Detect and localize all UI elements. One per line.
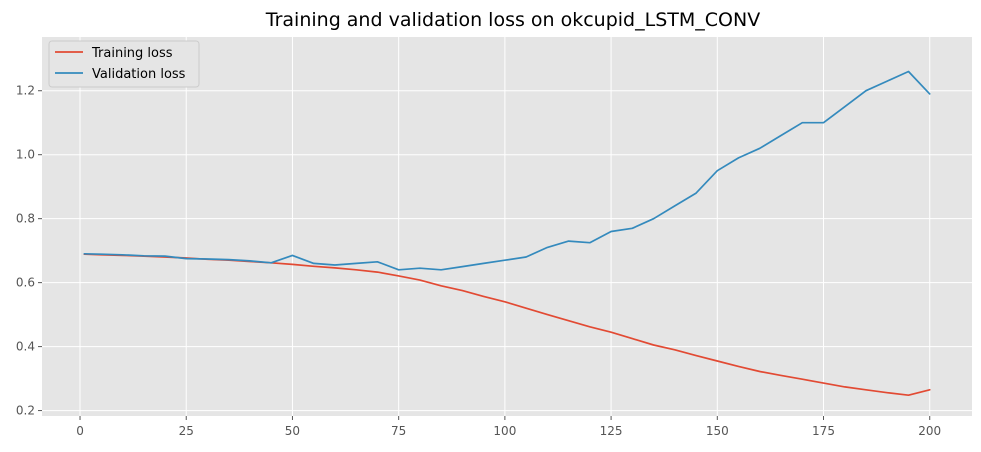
legend-box xyxy=(48,40,200,88)
x-tick-label: 200 xyxy=(918,424,941,438)
y-axis: 0.2 0.4 0.6 0.8 1.0 1.2 xyxy=(16,84,42,418)
y-tick-label: 0.8 xyxy=(16,212,35,226)
x-tick-label: 25 xyxy=(179,424,194,438)
series-layer xyxy=(83,70,931,397)
x-axis: 0 25 50 75 100 125 150 175 200 xyxy=(76,416,941,438)
chart-title: Training and validation loss on okcupid_… xyxy=(265,9,760,31)
x-tick-label: 175 xyxy=(812,424,835,438)
series-line-validation-loss xyxy=(83,70,931,271)
grid xyxy=(42,37,972,416)
legend-label-validation: Validation loss xyxy=(92,67,186,82)
plot-area xyxy=(42,37,972,416)
x-tick-label: 125 xyxy=(600,424,623,438)
y-tick-label: 0.2 xyxy=(16,404,35,418)
x-tick-label: 50 xyxy=(285,424,300,438)
y-tick-label: 1.0 xyxy=(16,148,35,162)
x-tick-label: 75 xyxy=(391,424,406,438)
x-tick-label: 0 xyxy=(76,424,84,438)
legend: Training loss Validation loss xyxy=(48,40,200,88)
legend-label-training: Training loss xyxy=(91,46,173,61)
x-tick-label: 100 xyxy=(493,424,516,438)
y-tick-label: 0.4 xyxy=(16,340,35,354)
y-tick-label: 0.6 xyxy=(16,276,35,290)
y-tick-label: 1.2 xyxy=(16,84,35,98)
x-tick-label: 150 xyxy=(706,424,729,438)
